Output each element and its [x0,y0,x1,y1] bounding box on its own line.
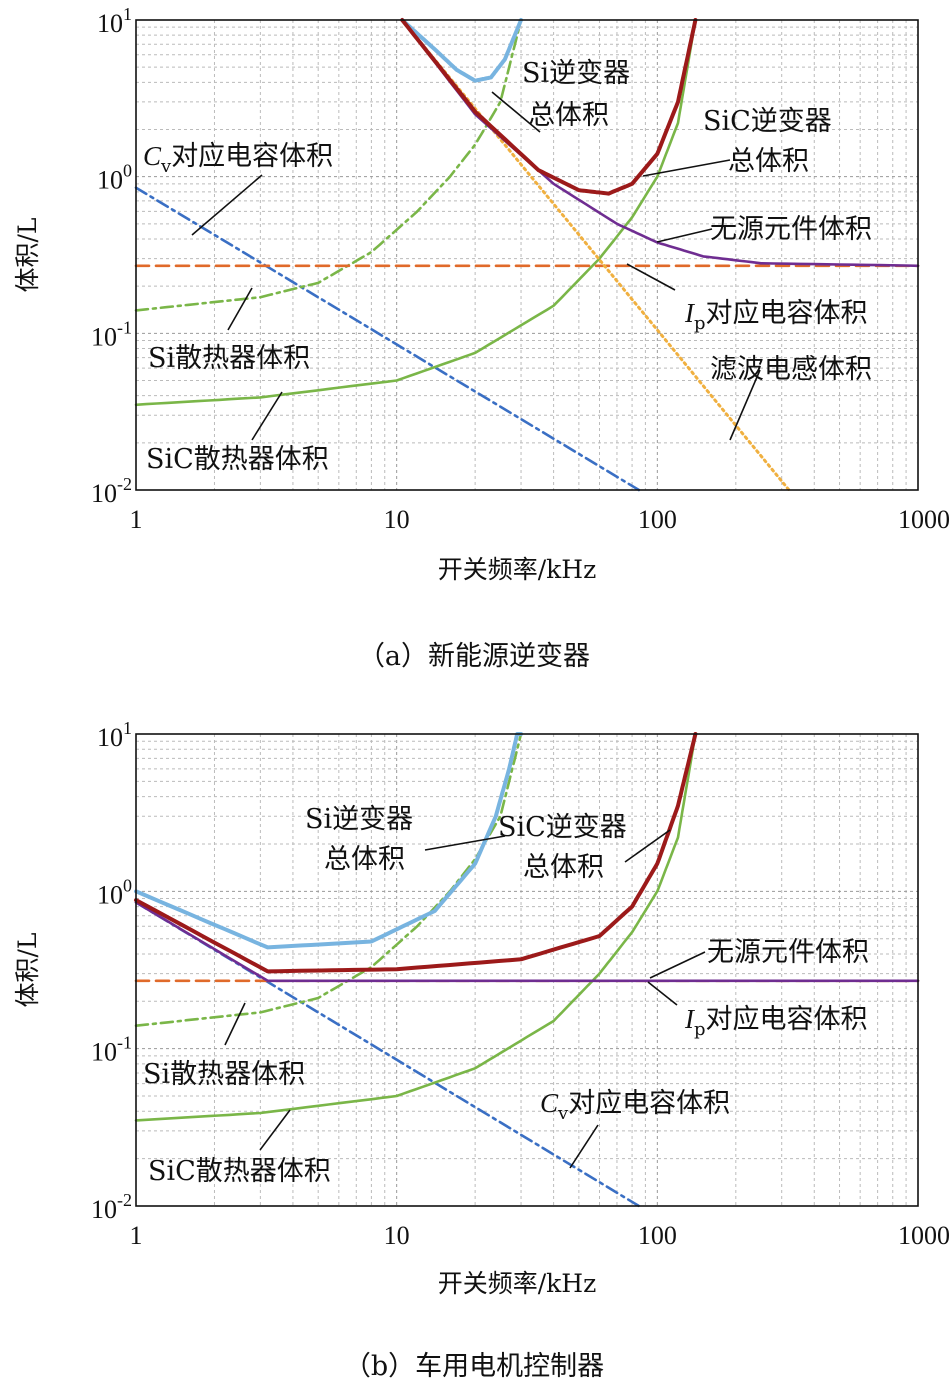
x-tick-label: 1 [130,1221,143,1250]
series-annotation: Si散热器体积 [143,1059,305,1090]
series-annotation: SiC散热器体积 [146,444,329,475]
leader-line [642,159,731,177]
y-tick-label: 100 [97,875,132,909]
leader-line [491,91,541,133]
series-annotation: Ip对应电容体积 [684,1004,868,1040]
x-tick-label: 1 [130,505,143,534]
series-annotation: SiC逆变器 [498,812,627,843]
y-tick-label: 10-2 [91,474,132,508]
series-line-2 [134,732,697,1122]
annotations: Si逆变器总体积SiC逆变器总体积无源元件体积Ip对应电容体积Si散热器体积Cv… [143,804,869,1187]
x-tick-label: 100 [638,505,677,534]
series-line-6 [134,732,698,974]
x-tick-label: 100 [638,1221,677,1250]
x-axis-label: 开关频率/kHz [438,1269,597,1298]
series-line-7 [400,18,698,196]
leader-line [729,369,761,441]
grid [135,734,918,1207]
leader-line [224,1002,246,1046]
leader-line [624,829,671,863]
series-annotation: 总体积 [728,146,809,177]
series-annotation: 总体积 [528,100,609,131]
chart-panel-b: 1 10 100 1000 101 100 10-1 10-2 开关频率/kHz 体积/L Si逆变… [13,718,949,1382]
series-annotation: 无源元件体积 [710,214,872,245]
x-tick-label: 1000 [898,505,949,534]
x-tick-label: 10 [384,505,410,534]
series-line-1 [134,732,523,1027]
series-line-0 [134,186,641,492]
leader-line [227,287,253,331]
series-line-6 [400,18,523,83]
series-annotation: Si逆变器 [305,804,413,835]
x-tick-label: 10 [384,1221,410,1250]
series-line-5 [134,732,523,950]
y-axis-label: 体积/L [13,217,42,292]
leader-line [649,951,706,979]
series-annotation: 滤波电感体积 [710,354,872,385]
figure-caption: （a）新能源逆变器 [358,641,590,672]
series-annotation: 总体积 [324,844,405,875]
leader-line [424,835,506,851]
y-tick-label: 100 [97,161,132,195]
series-annotation: Si散热器体积 [148,343,310,374]
leader-line [191,174,263,236]
grid [135,20,918,491]
series-annotation: Cv对应电容体积 [143,141,333,177]
y-axis-label: 体积/L [13,932,42,1007]
series-annotation: Ip对应电容体积 [684,298,868,334]
leader-line [259,1109,291,1151]
series-annotation: SiC散热器体积 [148,1156,331,1187]
leader-line [656,228,713,243]
leader-line [569,1124,599,1169]
series-annotation: Si逆变器 [522,58,630,89]
series-group [134,732,920,1208]
series-annotation: 无源元件体积 [707,937,869,968]
figure-caption: （b）车用电机控制器 [344,1351,604,1382]
y-tick-label: 10-1 [91,1033,132,1067]
series-annotation: SiC逆变器 [703,106,832,137]
plot-frame [135,733,919,1207]
series-line-4 [134,901,920,983]
series-line-2 [134,18,697,407]
y-tick-label: 10-1 [91,317,132,351]
y-tick-label: 101 [97,4,132,38]
leader-line [626,263,676,291]
chart-panel-a: 1 10 100 1000 101 100 10-1 10-2 开关频率/kHz 体积/L Cv对应… [13,4,949,672]
leader-line [251,391,283,441]
series-line-0 [134,901,641,1208]
series-annotation: 总体积 [523,852,604,883]
x-axis-label: 开关频率/kHz [438,555,597,584]
series-line-1 [134,18,523,312]
y-tick-label: 10-2 [91,1190,132,1224]
leader-line [647,981,678,1006]
x-tick-label: 1000 [898,1221,949,1250]
series-group [134,18,920,492]
series-annotation: Cv对应电容体积 [540,1088,730,1124]
y-tick-label: 101 [97,718,132,752]
plot-frame [135,19,919,491]
